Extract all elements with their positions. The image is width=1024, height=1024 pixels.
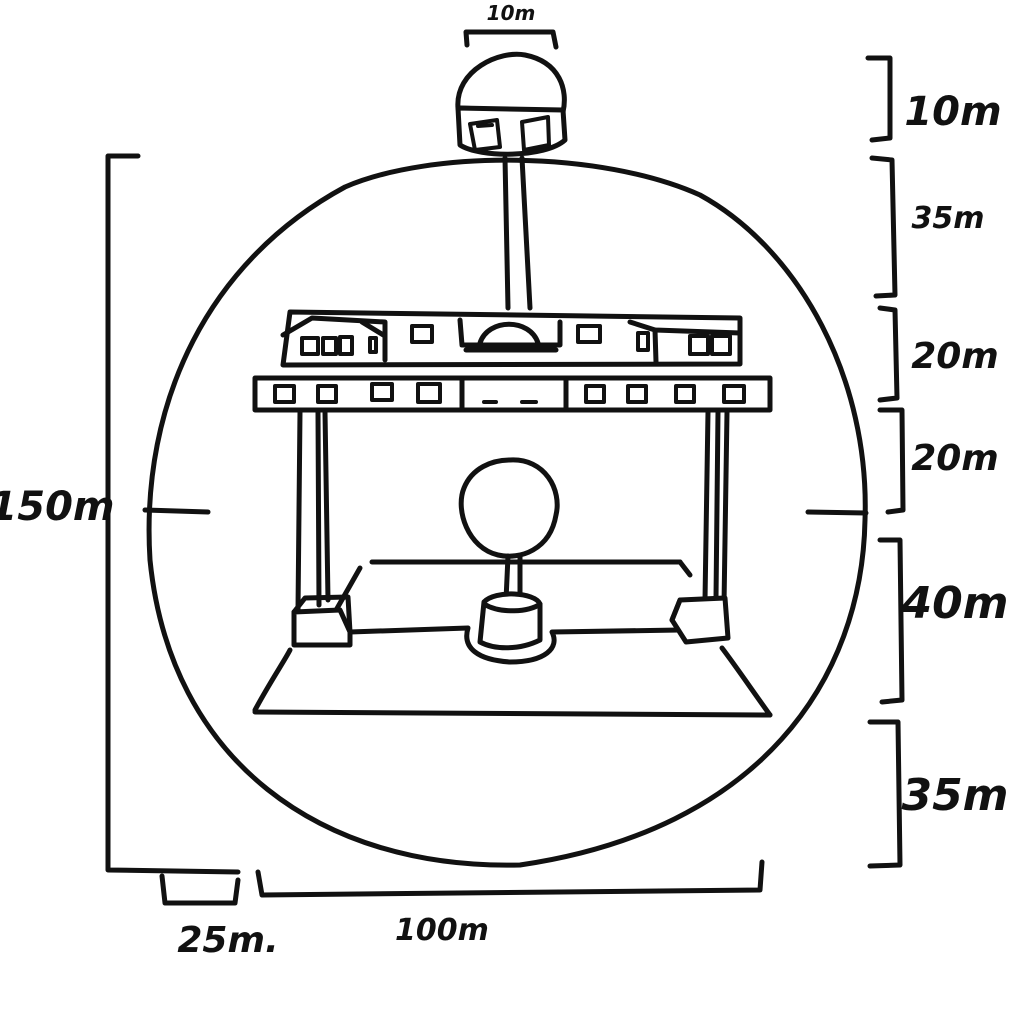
sphere-equator-tick-left bbox=[142, 507, 211, 515]
left-offset-bracket bbox=[159, 873, 241, 906]
right-bracket-segment-4 bbox=[877, 407, 906, 515]
right-segment-label-1: 10m bbox=[904, 89, 1001, 135]
base-width-bracket bbox=[255, 859, 765, 898]
right-bracket-segment-5 bbox=[877, 537, 905, 705]
total-height-bracket bbox=[105, 153, 241, 875]
right-bracket-segment-1 bbox=[865, 55, 893, 143]
dome-width-label: 10m bbox=[487, 1, 536, 25]
right-segment-label-3: 20m bbox=[911, 336, 999, 377]
central-globe bbox=[458, 457, 560, 651]
right-bracket-segment-3 bbox=[877, 305, 900, 403]
top-observation-pod bbox=[455, 51, 568, 157]
right-segment-label-6: 35m bbox=[901, 770, 1008, 821]
right-support-pillar bbox=[702, 409, 730, 608]
right-segment-label-4: 20m bbox=[911, 438, 999, 479]
sphere-equator-tick-right bbox=[805, 509, 869, 516]
right-bracket-segment-2 bbox=[869, 155, 898, 299]
central-tether-pole bbox=[502, 155, 533, 311]
upper-module-row bbox=[280, 309, 743, 368]
left-offset-label: 25m. bbox=[177, 920, 278, 961]
total-height-label: 150m bbox=[0, 484, 115, 530]
dome-width-bracket bbox=[463, 29, 559, 50]
left-support-pillar bbox=[295, 409, 331, 613]
right-segment-label-5: 40m bbox=[900, 578, 1008, 629]
right-segment-label-2: 35m bbox=[911, 201, 984, 236]
lower-deck-row bbox=[252, 375, 773, 413]
base-width-label: 100m bbox=[395, 913, 489, 948]
enclosing-sphere-outline bbox=[146, 157, 868, 868]
right-bracket-segment-6 bbox=[867, 719, 903, 869]
floor-platform bbox=[252, 559, 773, 718]
